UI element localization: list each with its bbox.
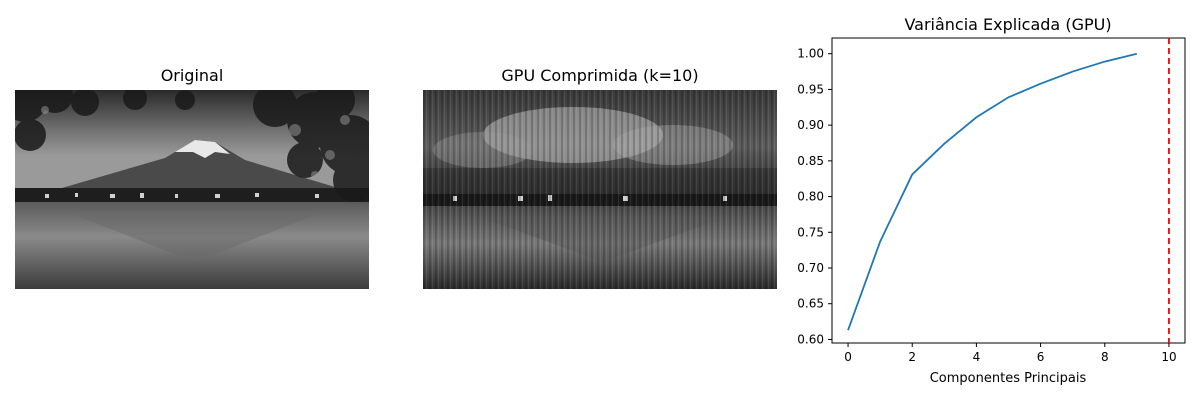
chart-title: Variância Explicada (GPU)	[904, 15, 1111, 34]
compressed-image	[423, 90, 777, 289]
y-tick-label: 1.00	[797, 47, 824, 61]
x-tick-label: 10	[1161, 350, 1176, 364]
variance-line	[847, 52, 1138, 331]
y-tick-label: 0.90	[797, 118, 824, 132]
y-tick-label: 0.60	[797, 332, 824, 346]
y-tick-label: 0.75	[797, 225, 824, 239]
y-tick-label: 0.80	[797, 190, 824, 204]
original-title: Original	[160, 66, 224, 85]
x-tick-label: 2	[908, 350, 916, 364]
plot-area: 0 2 4 6 8 10 0.60 0.65 0.70 0.75 0.80 0.85 0.90 0.95 1…	[797, 37, 1186, 364]
y-tick-label: 0.95	[797, 82, 824, 96]
original-image-graphic	[15, 90, 369, 289]
original-image	[15, 90, 369, 289]
x-axis-label: Componentes Principais	[930, 371, 1087, 386]
compressed-image-graphic	[423, 90, 777, 289]
compressed-title: GPU Comprimida (k=10)	[501, 66, 699, 85]
plot-frame	[831, 37, 1186, 344]
x-tick-label: 0	[844, 350, 852, 364]
x-tick-label: 4	[973, 350, 981, 364]
y-tick-label: 0.70	[797, 261, 824, 275]
x-tick-label: 8	[1101, 350, 1109, 364]
y-tick-label: 0.85	[797, 154, 824, 168]
y-tick-label: 0.65	[797, 297, 824, 311]
x-tick-label: 6	[1037, 350, 1045, 364]
